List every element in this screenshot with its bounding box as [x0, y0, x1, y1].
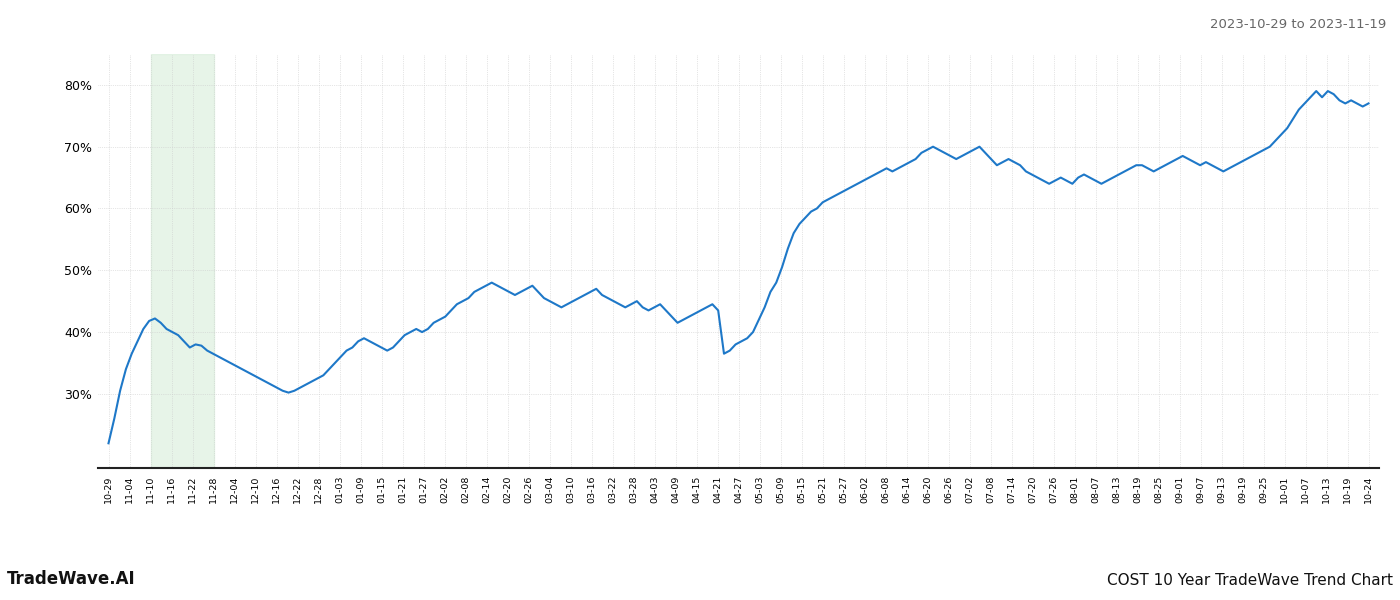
Text: TradeWave.AI: TradeWave.AI — [7, 570, 136, 588]
Text: COST 10 Year TradeWave Trend Chart: COST 10 Year TradeWave Trend Chart — [1107, 573, 1393, 588]
Text: 2023-10-29 to 2023-11-19: 2023-10-29 to 2023-11-19 — [1210, 18, 1386, 31]
Bar — [151, 54, 214, 468]
